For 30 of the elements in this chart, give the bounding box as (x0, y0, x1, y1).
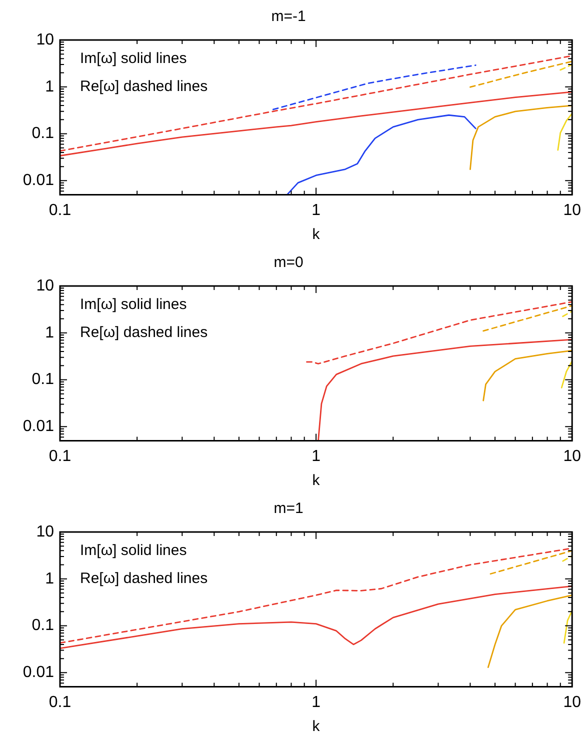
y-tick-label: 0.1 (32, 125, 54, 142)
y-tick-label: 1 (45, 324, 54, 342)
x-tick-label: 10 (563, 448, 582, 465)
annotation: Im[ω] solid lines (80, 50, 187, 68)
x-tick-label: 10 (563, 202, 582, 219)
x-axis-title: k (312, 718, 320, 736)
chart-title: m=1 (274, 500, 304, 518)
chart-title: m=0 (274, 254, 304, 272)
y-tick-label: 0.01 (22, 172, 54, 190)
y-tick-label: 0.1 (32, 371, 54, 388)
y-tick-label: 0.01 (22, 664, 54, 682)
x-axis-title: k (312, 226, 320, 244)
chart-title: m=-1 (271, 8, 306, 26)
annotation: Im[ω] solid lines (80, 296, 187, 314)
y-tick-label: 10 (36, 31, 54, 48)
x-tick-label: 1 (312, 448, 321, 465)
x-tick-label: 10 (563, 694, 582, 711)
annotation: Im[ω] solid lines (80, 542, 187, 560)
y-tick-label: 10 (36, 523, 54, 540)
y-tick-label: 1 (45, 570, 54, 588)
x-tick-label: 1 (312, 202, 321, 219)
y-tick-label: 1 (45, 78, 54, 96)
y-tick-label: 10 (36, 277, 54, 294)
y-tick-label: 0.1 (32, 617, 54, 634)
annotation: Re[ω] dashed lines (80, 324, 208, 342)
annotation: Re[ω] dashed lines (80, 570, 208, 588)
annotation: Re[ω] dashed lines (80, 78, 208, 96)
x-axis-title: k (312, 472, 320, 490)
x-tick-label: 1 (312, 694, 321, 711)
y-tick-label: 0.01 (22, 418, 54, 436)
